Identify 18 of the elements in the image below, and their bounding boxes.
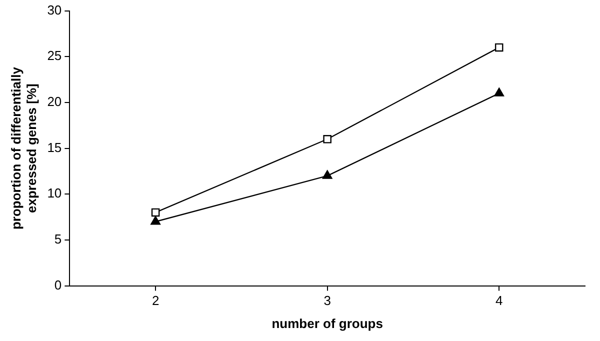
x-tick-label: 4	[495, 293, 503, 308]
x-tick-label: 2	[152, 293, 160, 308]
y-tick-label: 20	[47, 94, 62, 110]
point	[151, 208, 160, 217]
y-tick-label: 5	[54, 232, 62, 247]
point	[494, 88, 504, 96]
x-axis-title: number of groups	[272, 316, 383, 331]
point	[322, 170, 332, 179]
y-tick-label: 25	[47, 48, 62, 64]
y-axis-title: proportion of differentially expressed genes [%]	[8, 66, 39, 230]
point	[150, 216, 160, 225]
y-tick-label: 30	[47, 2, 62, 18]
point	[323, 135, 332, 144]
x-tick-label: 3	[324, 293, 331, 308]
y-tick-label: 15	[47, 140, 62, 155]
y-tick-label: 10	[47, 186, 62, 201]
y-tick-label: 0	[54, 277, 62, 292]
point	[494, 43, 504, 52]
